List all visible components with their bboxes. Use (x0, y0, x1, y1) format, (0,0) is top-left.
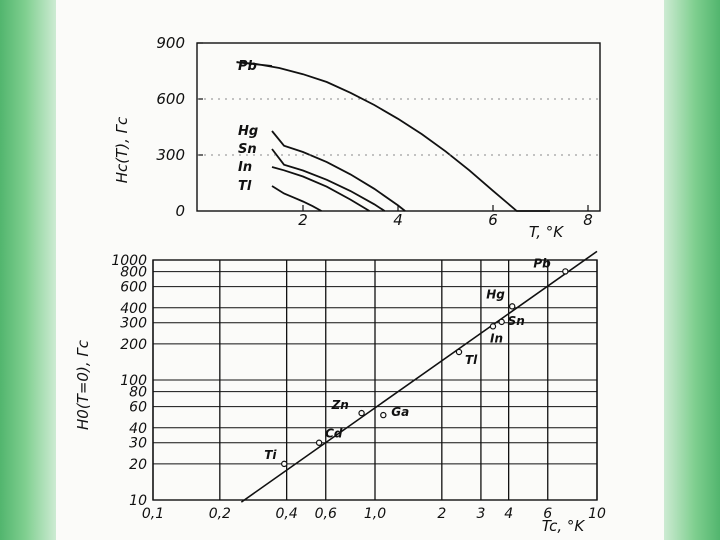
bottom-x-tick-label: 1,0 (364, 506, 386, 522)
bottom-y-tick-label: 80 (129, 385, 147, 401)
top-curve-In (271, 166, 370, 212)
bottom-x-tick-label: 0,4 (276, 506, 298, 522)
bottom-point-label-Tl: Tl (465, 353, 478, 367)
bottom-point-label-Ga: Ga (391, 405, 409, 419)
top-y-axis-label: Hc(T), Гс (113, 116, 131, 183)
bottom-point-label-Sn: Sn (508, 314, 525, 328)
bottom-point-Zn (358, 409, 365, 417)
bottom-point-label-Hg: Hg (486, 287, 505, 301)
bottom-point-Ti (281, 460, 288, 468)
bottom-point-label-Ti: Ti (264, 448, 277, 462)
bottom-y-tick-label: 100 (120, 373, 147, 389)
bottom-y-tick-label: 1000 (111, 253, 147, 269)
bottom-y-tick-label: 10 (129, 493, 147, 509)
top-curve-Sn (271, 148, 386, 212)
bottom-point-Pb (562, 268, 569, 275)
top-curve-Pb (236, 61, 550, 212)
top-curve-label-Hg: Hg (238, 124, 258, 139)
bottom-y-tick-label: 20 (129, 457, 147, 473)
bottom-point-label-Zn: Zn (331, 398, 349, 412)
bottom-point-Ga (380, 411, 387, 419)
bottom-x-tick-label: 10 (588, 506, 606, 522)
bottom-x-tick-label: 0,2 (209, 506, 231, 522)
top-curve-label-Sn: Sn (238, 142, 257, 157)
right-green-border (664, 0, 720, 540)
top-curve-Tl (271, 185, 322, 212)
bottom-y-axis-label: H0(T=0), Гс (74, 339, 92, 430)
bottom-y-tick-label: 40 (129, 421, 147, 437)
bottom-point-label-Pb: Pb (533, 256, 551, 270)
left-green-border (0, 0, 56, 540)
bottom-point-label-In: In (490, 331, 503, 345)
bottom-y-tick-label: 600 (120, 280, 147, 296)
bottom-x-tick-label: 2 (437, 506, 446, 522)
top-y-tick-label: 300 (156, 146, 185, 164)
bottom-x-tick-label: 6 (543, 506, 552, 522)
bottom-x-axis-label: Tc, °K (542, 517, 586, 535)
top-curve-label-In: In (238, 160, 252, 175)
bottom-point-In (489, 323, 497, 330)
bottom-chart-frame (152, 259, 598, 501)
bottom-y-tick-label: 400 (120, 301, 147, 317)
top-curve-label-Tl: Tl (238, 179, 252, 194)
bottom-y-tick-label: 30 (129, 436, 147, 452)
bottom-point-Cd (315, 439, 323, 446)
bottom-y-tick-label: 800 (120, 265, 147, 281)
top-y-tick-label: 0 (175, 202, 185, 220)
bottom-y-tick-label: 60 (129, 400, 147, 416)
top-x-tick-label: 2 (298, 211, 308, 229)
bottom-point-Tl (455, 348, 463, 356)
top-x-tick-label: 8 (583, 211, 593, 229)
top-x-tick-label: 6 (488, 211, 498, 229)
bottom-y-tick-label: 200 (120, 337, 147, 353)
top-x-tick-label: 4 (393, 211, 403, 229)
bottom-point-Sn (498, 318, 505, 326)
top-x-axis-label: T, °K (529, 223, 564, 241)
bottom-x-tick-label: 0,1 (142, 506, 164, 522)
top-chart: Pb Hg Sn In Tl 2 4 6 8 0 300 600 900 Hc(T), Гс T, °… (113, 34, 601, 241)
bottom-x-tick-label: 0,6 (315, 506, 337, 522)
bottom-y-tick-label: 300 (120, 316, 147, 332)
bottom-x-tick-label: 4 (504, 506, 513, 522)
top-curve-label-Pb: Pb (238, 59, 257, 74)
bottom-x-tick-label: 3 (476, 506, 485, 522)
top-y-tick-label: 600 (156, 90, 185, 108)
bottom-fit-line (240, 250, 598, 503)
bottom-point-Hg (509, 303, 516, 310)
top-curve-Hg (271, 130, 406, 212)
top-y-tick-label: 900 (156, 34, 185, 52)
bottom-point-label-Cd: Cd (325, 427, 343, 441)
